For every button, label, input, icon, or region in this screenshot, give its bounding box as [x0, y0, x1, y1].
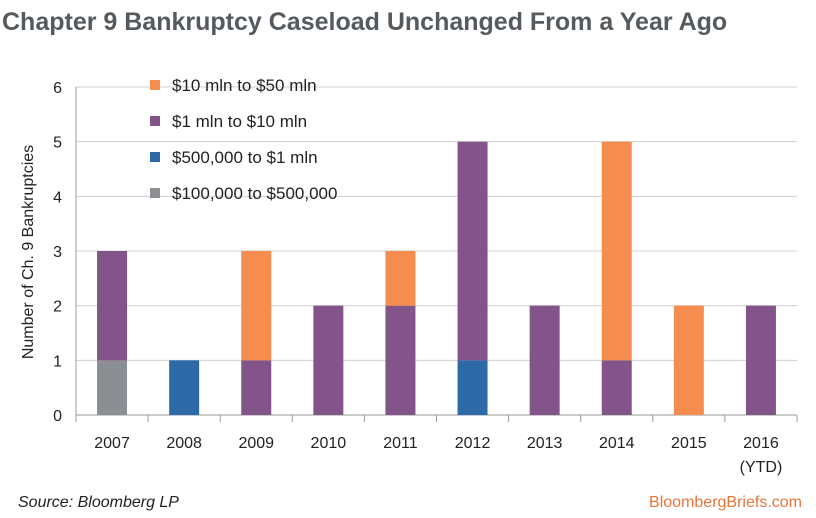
legend-label: $10 mln to $50 mln [172, 76, 317, 95]
x-tick-label: 2012 [455, 435, 491, 452]
y-tick-label: 0 [53, 408, 62, 425]
x-axis-ticks: 2007 2008 2009 2010 2011 2012 2013 2014 2015 2016… [94, 435, 782, 476]
y-tick-label: 2 [53, 299, 62, 316]
y-tick-label: 3 [53, 244, 62, 261]
bars [97, 141, 776, 415]
stacked-bar-chart: 0 1 2 3 4 5 6 2007 2008 2009 2010 2011 2012 2013 2014… [20, 76, 798, 476]
source-note: Source: Bloomberg LP [18, 494, 179, 511]
x-tick-label: 2010 [311, 435, 347, 452]
legend-label: $100,000 to $500,000 [172, 184, 337, 203]
bar-segment [385, 305, 416, 415]
x-tick-label: 2008 [166, 435, 202, 452]
bar-segment [385, 251, 416, 306]
bar-segment [673, 305, 704, 415]
bar-segment [241, 360, 272, 415]
bar-segment [601, 360, 632, 415]
bar-segment [313, 305, 344, 415]
legend: $10 mln to $50 mln $1 mln to $10 mln $500,… [150, 76, 337, 203]
y-axis-label: Number of Ch. 9 Bankruptcies [20, 145, 37, 359]
chart-title: Chapter 9 Bankruptcy Caseload Unchanged … [2, 8, 728, 36]
bar-segment [241, 251, 272, 361]
x-tick-label: 2016 [743, 435, 779, 452]
x-tick-label: 2009 [238, 435, 274, 452]
y-tick-label: 5 [53, 135, 62, 152]
legend-label: $1 mln to $10 mln [172, 112, 307, 131]
x-tick-label: 2013 [527, 435, 563, 452]
legend-swatch [150, 116, 160, 126]
bar-segment [169, 360, 200, 415]
bar-segment [97, 360, 128, 415]
y-tick-label: 6 [53, 80, 62, 97]
x-tick-sublabel: (YTD) [740, 459, 783, 476]
x-tick-label: 2014 [599, 435, 635, 452]
legend-swatch [150, 152, 160, 162]
y-axis-ticks: 0 1 2 3 4 5 6 [53, 80, 62, 425]
y-tick-label: 4 [53, 189, 62, 206]
bar-segment [97, 251, 128, 361]
x-tick-label: 2011 [383, 435, 418, 452]
x-tick-label: 2007 [94, 435, 130, 452]
bar-segment [457, 141, 488, 361]
legend-swatch [150, 188, 160, 198]
brand-link[interactable]: BloombergBriefs.com [649, 494, 802, 511]
bar-segment [745, 305, 776, 415]
legend-label: $500,000 to $1 mln [172, 148, 318, 167]
y-tick-label: 1 [53, 353, 62, 370]
legend-swatch [150, 80, 160, 90]
bar-segment [601, 141, 632, 361]
bar-segment [529, 305, 560, 415]
bar-segment [457, 360, 488, 415]
x-tick-label: 2015 [671, 435, 707, 452]
